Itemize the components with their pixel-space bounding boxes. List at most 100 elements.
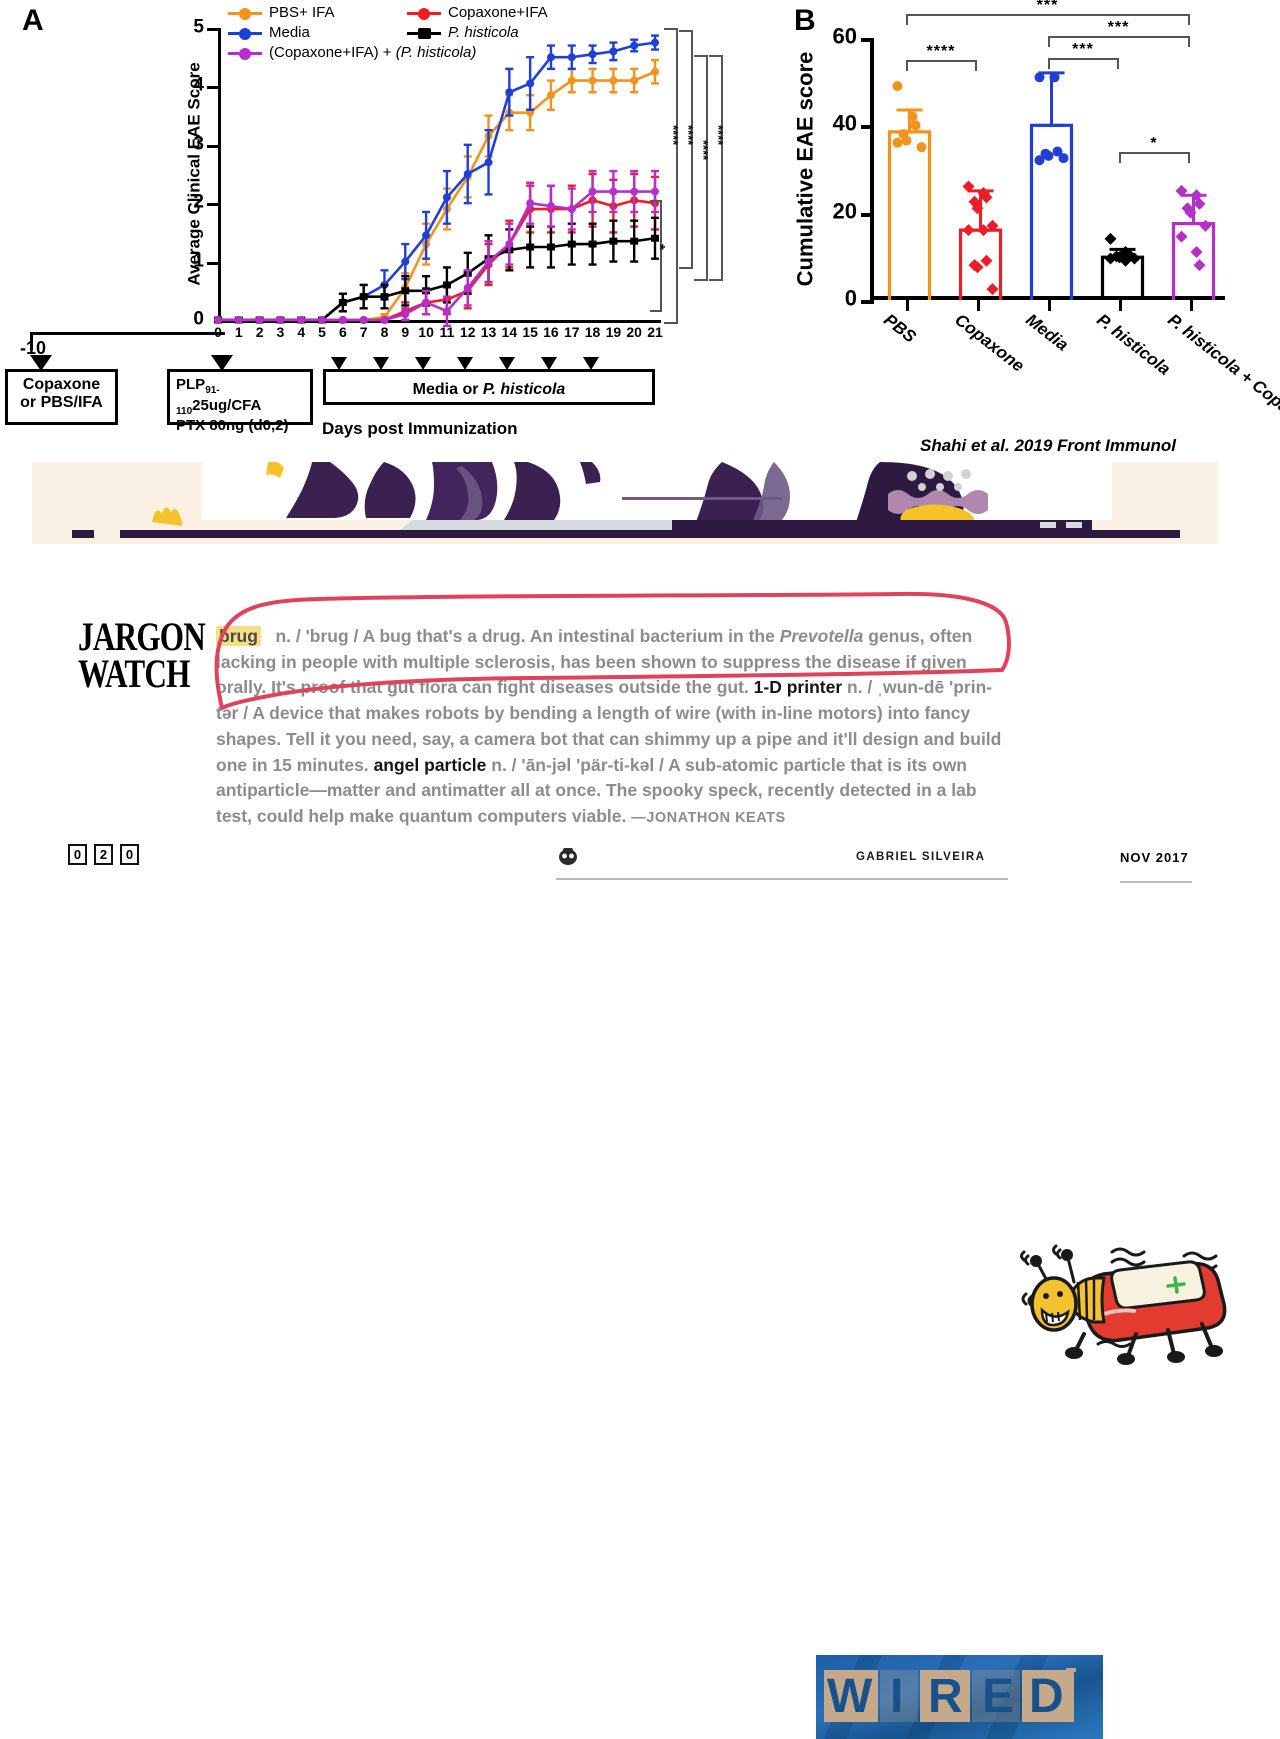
svg-text:R: R xyxy=(928,1670,963,1723)
figure-citation: Shahi et al. 2019 Front Immunol xyxy=(920,436,1176,455)
panel-b-bars-plot xyxy=(887,71,1216,300)
sig-label-1: **** xyxy=(666,125,681,146)
series-4 xyxy=(214,169,659,328)
sig-label-b-4: * xyxy=(1150,135,1158,152)
x-tick-day-17: 17 xyxy=(563,324,580,340)
svg-text:D: D xyxy=(1029,1670,1064,1723)
issue-date: NOV 2017 xyxy=(1120,850,1189,865)
x-label-pbs: PBS xyxy=(879,310,920,347)
page-footer: 0 2 0 GABRIEL SILVEIRA xyxy=(0,824,1280,1739)
x-tick-day-12: 12 xyxy=(459,324,476,340)
sig-bracket-5 xyxy=(650,200,662,312)
sig-bracket-line xyxy=(1047,58,1119,69)
brug-illustration-icon xyxy=(1020,1244,1227,1365)
legend-item-media: Media xyxy=(228,24,393,41)
panel-b-figure: B Cumulative EAE score 60 40 20 0 PBS Cop… xyxy=(780,0,1280,470)
sig-label-b-1: **** xyxy=(926,43,956,60)
x-tick-day-10: 10 xyxy=(418,324,434,340)
panel-b-y-axis-label: Cumulative EAE score xyxy=(792,51,817,287)
x-tick-day-14: 14 xyxy=(501,324,518,340)
x-tick-day-0: 0 xyxy=(214,324,222,340)
x-tick-3 xyxy=(1118,300,1122,311)
footer-rule-right xyxy=(1120,881,1192,883)
jargon-term-angel-particle: angel particle xyxy=(373,754,487,775)
jargon-term-1d-printer: 1-D printer xyxy=(753,677,843,698)
x-tick-1 xyxy=(976,300,980,311)
x-tick-day-5: 5 xyxy=(318,324,326,340)
legend-label: P. histicola xyxy=(448,24,519,41)
illustration-graphic xyxy=(32,462,1218,544)
timeline-day-minus10: -10 xyxy=(20,338,47,358)
sig-bracket-line xyxy=(905,60,977,71)
timeline-arrow-copaxone-icon xyxy=(30,355,52,371)
legend-item-copaxone-ifa: Copaxone+IFA xyxy=(407,4,548,21)
timeline-arrow-plp-icon xyxy=(211,355,233,371)
y-tick-40: 40 xyxy=(832,111,857,137)
x-tick-day-3: 3 xyxy=(276,324,285,340)
legend-marker-orange-circle-icon xyxy=(228,6,262,20)
jargon-def-angel-particle: A sub-atomic particle that is its own an… xyxy=(216,754,977,827)
panel-a-legend: PBS+ IFA Copaxone+IFA Media P. histic xyxy=(228,4,648,64)
x-tick-4 xyxy=(1189,300,1193,311)
y-tick-60: 60 xyxy=(832,23,857,49)
sig-bracket-3 xyxy=(694,55,708,281)
timeline-box-media: Media or P. histicola xyxy=(323,369,655,405)
y-tick-3: 3 xyxy=(193,133,204,155)
y-tick-0: 0 xyxy=(844,285,857,311)
x-label-media: Media xyxy=(1021,310,1072,355)
legend-label: Media xyxy=(269,24,310,41)
folio-digit-1: 2 xyxy=(94,844,113,865)
x-tick-day-4: 4 xyxy=(297,324,306,340)
legend-item-p-histicola: P. histicola xyxy=(407,24,519,41)
sig-label-3: **** xyxy=(696,140,711,161)
bar-0 xyxy=(887,130,932,300)
sig-bracket-2 xyxy=(679,30,693,269)
legend-item-copaxone-plus-histicola: (Copaxone+IFA) + (P. histicola) xyxy=(228,44,476,61)
y-tick-2: 2 xyxy=(193,191,204,213)
legend-marker-blue-circle-icon xyxy=(228,26,262,40)
timeline-pre-tick xyxy=(30,332,33,350)
wired-masthead-logo: W I R E D xyxy=(816,1652,1103,1739)
timeline-box-copaxone: Copaxone or PBS/IFA xyxy=(5,369,118,425)
x-tick-day-8: 8 xyxy=(380,324,389,340)
timeline-arrow-d11-icon xyxy=(415,357,431,370)
x-tick-day-2: 2 xyxy=(255,324,264,340)
jargon-watch-section: JARGON WATCH brug n. / 'brug / A bug tha… xyxy=(0,590,1280,1365)
folio-digit-2: 0 xyxy=(120,844,139,865)
svg-text:I: I xyxy=(890,1670,903,1723)
legend-label: PBS+ IFA xyxy=(269,4,335,21)
footer-rule-left xyxy=(556,878,1008,880)
sig-label-4: **** xyxy=(711,125,726,146)
y-tick-20: 20 xyxy=(832,198,857,224)
panel-b-letter: B xyxy=(794,4,816,37)
panel-a-x-axis-title: Days post Immunization xyxy=(322,419,518,438)
x-tick-0 xyxy=(905,300,909,311)
x-tick-day-19: 19 xyxy=(605,324,622,340)
svg-text:E: E xyxy=(982,1670,1014,1723)
sig-label-b-0: *** xyxy=(1036,0,1059,14)
jargon-byline: —JONATHON KEATS xyxy=(631,810,786,827)
legend-marker-purple-circle-icon xyxy=(228,46,262,60)
sig-bracket-line xyxy=(905,14,1190,25)
x-tick-day-7: 7 xyxy=(359,324,368,340)
legend-marker-red-circle-icon xyxy=(407,6,441,20)
panel-a-figure: A PBS+ IFA Copaxone+IFA Media xyxy=(0,0,740,455)
timeline-arrow-d7-icon xyxy=(331,357,347,370)
timeline-arrow-d13-icon xyxy=(457,357,473,370)
sig-bracket-line xyxy=(1118,152,1190,163)
y-tick-5: 5 xyxy=(193,16,204,38)
legend-label: Copaxone+IFA xyxy=(448,4,548,21)
sig-bracket-line xyxy=(1047,36,1190,47)
sig-bracket-1 xyxy=(664,28,678,324)
jargon-term-brug: brug xyxy=(216,626,261,646)
x-tick-2 xyxy=(1047,300,1051,311)
x-tick-day-13: 13 xyxy=(480,324,497,340)
panel-b-axes: 60 40 20 0 xyxy=(833,24,1225,311)
timeline-arrow-d19-icon xyxy=(583,357,599,370)
jargon-watch-body: brug n. / 'brug / A bug that's a drug. A… xyxy=(216,624,1014,830)
jargon-pron-angel-particle: n. / 'ān-jəl 'pär-ti-kəl / xyxy=(491,754,664,775)
panel-a-axes: 5 4 3 2 1 0 xyxy=(193,17,661,330)
sig-label-5: * xyxy=(651,244,668,250)
x-tick-day-9: 9 xyxy=(401,324,410,340)
x-tick-day-11: 11 xyxy=(439,324,455,340)
